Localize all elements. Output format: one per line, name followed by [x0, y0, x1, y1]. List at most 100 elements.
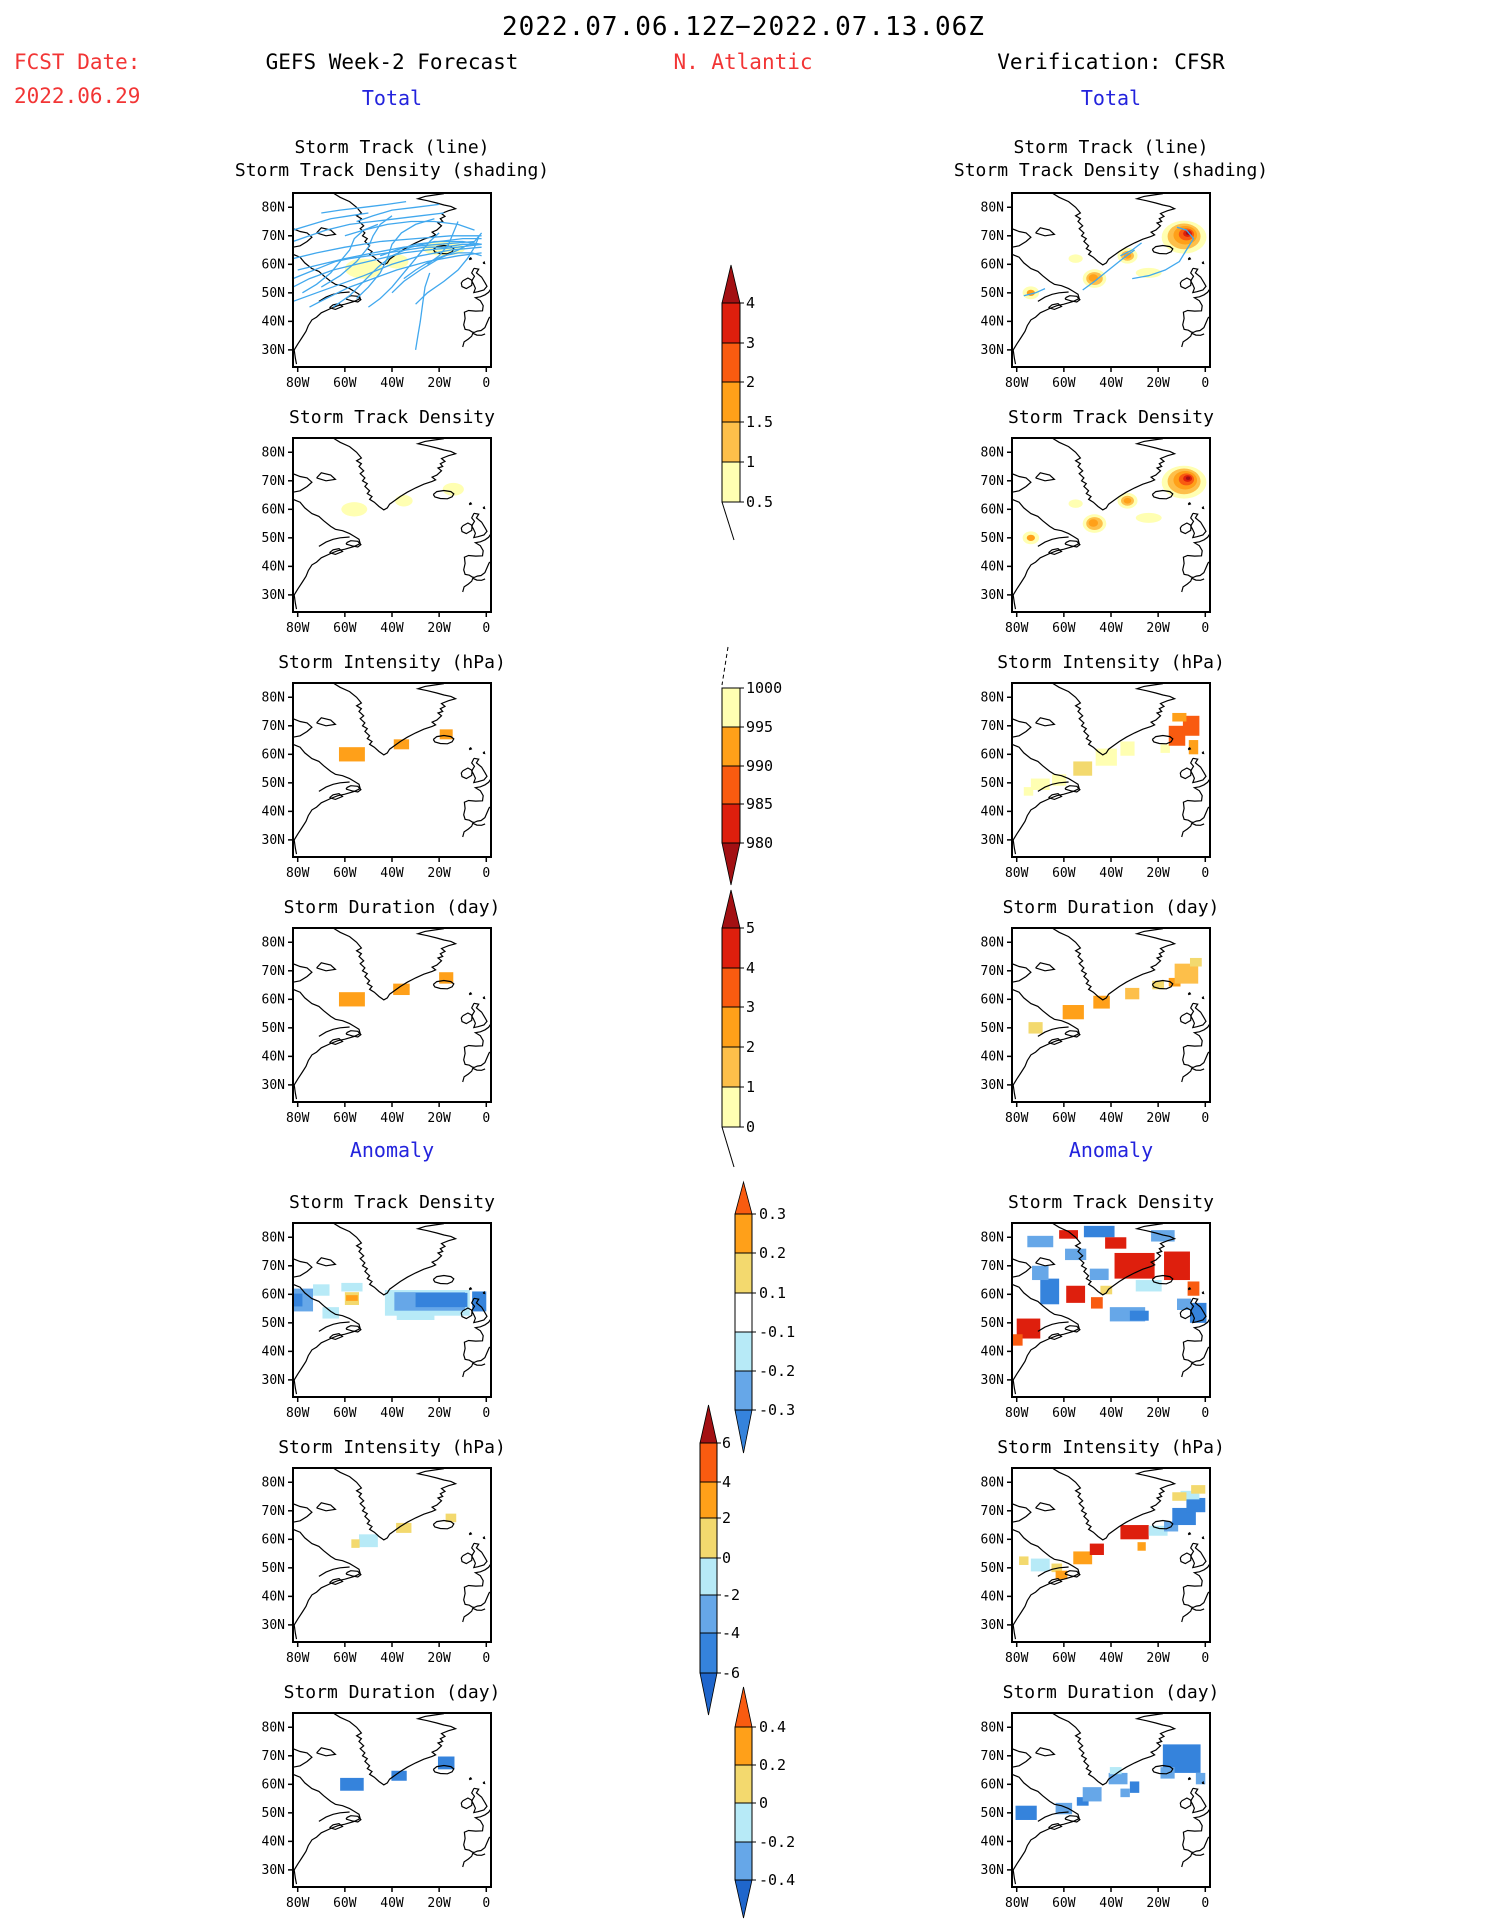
colorbar-segment — [735, 1253, 752, 1293]
coastline — [1151, 489, 1174, 500]
panel-title-veri-storm-track: Storm Track (line) — [1013, 137, 1209, 158]
colorbar-top-arrow — [734, 1180, 753, 1215]
density-shading-blob — [1135, 267, 1162, 278]
panel-title-fcst-intensity: Storm Intensity (hPa) — [278, 652, 506, 673]
colorbar-cb-duration-anom: 0.4 0.2 0 -0.2 -0.4 — [734, 1686, 795, 1919]
coastline — [470, 1542, 488, 1569]
colorbar-tick-label: 4 — [746, 959, 755, 977]
lat-tick-label: 70N — [981, 229, 1004, 244]
density-shading-blob — [1105, 1237, 1127, 1249]
coastline — [1048, 1038, 1063, 1046]
lat-tick-label: 30N — [262, 1078, 285, 1093]
density-shading-blob — [1182, 715, 1200, 736]
density-shading-blob — [1135, 512, 1162, 523]
coastline — [1012, 1258, 1032, 1278]
coastline — [432, 1274, 455, 1285]
coastline — [463, 778, 491, 824]
colorbar-tick-label: 0.1 — [759, 1284, 786, 1302]
colorbar-segment — [722, 688, 740, 727]
storm-track-line — [414, 272, 431, 351]
coastline — [1037, 1026, 1069, 1037]
coastline — [1181, 1362, 1205, 1378]
coastline — [432, 734, 455, 745]
lat-tick-label: 40N — [981, 1049, 1004, 1064]
colorbar-tick-label: 0.2 — [759, 1244, 786, 1262]
coastline — [1179, 1797, 1192, 1810]
lon-tick-label: 80W — [286, 1896, 310, 1911]
colorbar-segment — [722, 1047, 740, 1087]
lon-tick-label: 20W — [1146, 866, 1170, 881]
lat-tick-label: 60N — [262, 1777, 285, 1792]
density-shading-blob — [1083, 1225, 1115, 1238]
coastline — [329, 303, 344, 311]
coastline — [316, 1502, 337, 1512]
lon-tick-label: 80W — [1005, 1896, 1029, 1911]
coastline — [470, 757, 488, 784]
map-panel-fcst-anom-density: 80N 70N 60N 50N 40N 30N 80W 60W 40W 20W 0 — [262, 1222, 492, 1421]
coastline — [1187, 1776, 1192, 1781]
coastline — [1051, 438, 1177, 511]
lat-tick-label: 60N — [981, 257, 1004, 272]
lat-tick-label: 80N — [262, 690, 285, 705]
colorbar-top-arrow — [699, 1404, 718, 1444]
density-shading-blob — [1187, 1281, 1200, 1296]
coastline — [460, 522, 473, 535]
lat-tick-label: 80N — [981, 1720, 1004, 1735]
lat-tick-label: 50N — [981, 286, 1004, 301]
lat-tick-label: 60N — [262, 502, 285, 517]
lat-tick-label: 80N — [981, 1475, 1004, 1490]
coastline — [482, 750, 486, 755]
coastline — [332, 1468, 458, 1541]
coastline — [1181, 577, 1205, 593]
coastline — [332, 438, 458, 511]
lat-tick-label: 50N — [262, 531, 285, 546]
density-shading-blob — [351, 1539, 360, 1548]
coastline — [1037, 1811, 1069, 1822]
coastline — [1201, 260, 1205, 265]
coastline — [1035, 962, 1056, 972]
lon-tick-label: 20W — [427, 1896, 451, 1911]
coastline — [1035, 1747, 1056, 1757]
coastline — [318, 781, 350, 792]
lat-tick-label: 30N — [981, 833, 1004, 848]
colorbar-tick-label: 2 — [722, 1509, 731, 1527]
coastline — [1201, 1780, 1205, 1785]
lat-tick-label: 40N — [262, 1344, 285, 1359]
coastline — [1182, 1023, 1210, 1069]
colorbar-bottom-arrow — [721, 842, 741, 886]
storm-track-line — [332, 240, 482, 308]
coastline — [293, 963, 313, 983]
lon-tick-label: 20W — [1146, 1651, 1170, 1666]
lon-tick-label: 60W — [1052, 866, 1076, 881]
coastline — [1012, 473, 1032, 493]
panel-title-fcst-storm-track-2: Storm Track Density (shading) — [234, 160, 550, 181]
density-shading-blob — [393, 739, 410, 750]
colorbar-tick-label: 0.4 — [759, 1718, 786, 1736]
lon-tick-label: 60W — [333, 1111, 357, 1126]
lat-tick-label: 50N — [262, 1561, 285, 1576]
coastline — [482, 1780, 486, 1785]
coastline — [1035, 717, 1056, 727]
lon-tick-label: 0 — [1201, 621, 1209, 636]
density-shading-blob — [341, 1282, 363, 1292]
lon-tick-label: 60W — [1052, 1406, 1076, 1421]
coastline — [1189, 1787, 1207, 1814]
coastline — [1012, 718, 1032, 738]
coastline — [1187, 256, 1192, 261]
coastline — [1064, 1325, 1081, 1333]
density-shading-blob — [1177, 1298, 1192, 1310]
map-panel-veri-duration: 80N 70N 60N 50N 40N 30N 80W 60W 40W 20W 0 — [981, 927, 1211, 1126]
lon-tick-label: 80W — [286, 1651, 310, 1666]
lat-tick-label: 80N — [981, 445, 1004, 460]
lon-tick-label: 40W — [1099, 376, 1123, 391]
right-total-label: Total — [1080, 86, 1142, 110]
lon-tick-label: 40W — [1099, 621, 1123, 636]
colorbar-segment — [722, 343, 740, 382]
right-anomaly-label: Anomaly — [1068, 1138, 1154, 1162]
colorbar-segment — [722, 462, 740, 502]
coastline — [1182, 1808, 1210, 1854]
colorbar-tick-label: 2 — [746, 373, 755, 391]
panel-title-fcst-track-density: Storm Track Density — [289, 407, 495, 428]
density-shading-blob — [472, 1291, 487, 1312]
